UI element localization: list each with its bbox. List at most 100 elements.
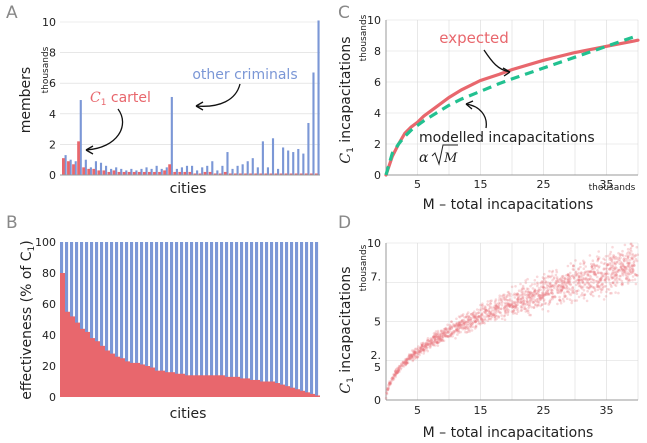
panel-d-scatter-point [469,324,473,328]
panel-d-scatter-point [578,284,582,288]
panel-d-scatter-point [517,298,520,302]
panel-d-scatter-point [448,330,451,333]
panel-d-scatter-point [623,266,626,269]
panel-d-scatter-point [545,283,549,287]
panel-a-bar-other [317,20,320,175]
panel-d-scatter-point [611,281,615,285]
panel-d-scatter-point [467,315,471,319]
panel-c-x-label: M – total incapacitations [423,197,594,213]
panel-d-scatter-point [541,276,545,279]
panel-d-scatter-point [395,371,398,375]
panel-b-bar-other [270,242,274,397]
panel-d-scatter-point [606,263,609,266]
panel-d-scatter-point [478,322,482,326]
panel-d-scatter-point [596,275,599,279]
panel-d-scatter-point [389,379,393,383]
panel-d-scatter-point [438,335,442,339]
panel-d-scatter-point [423,342,427,346]
panel-b-bar-cartel [75,322,80,397]
panel-d-scatter-point [599,277,602,281]
panel-d-scatter-point [593,264,597,267]
panel-d-scatter-point [574,280,578,283]
panel-d-scatter-point [457,323,461,326]
panel-d-scatter-point [543,293,547,297]
panel-d-scatter-point [614,277,617,281]
panel-d-scatter-point [396,370,400,373]
panel-b-bar-other [205,242,209,397]
panel-a-bar-other [201,167,204,175]
panel-d-scatter-point [543,302,546,306]
panel-d-scatter-point [613,267,617,271]
panel-d-scatter-point [469,312,473,316]
panel-d-scatter-point [586,289,589,293]
panel-d-scatter-point [610,276,614,279]
panel-d-scatter-point [510,285,514,289]
panel-d-scatter-point [398,366,401,370]
panel-d-scatter-point [561,285,565,288]
panel-d-scatter-point [613,261,617,264]
panel-d-scatter-point [558,286,562,290]
panel-d-scatter-point [495,307,499,311]
panel-d-scatter-point [499,311,502,314]
panel-d-scatter-point [608,262,611,265]
panel-d-scatter-point [602,262,606,266]
panel-d-scatter-point [521,295,525,298]
panel-d-x-tick: 35 [600,404,614,417]
panel-a-cartel-arrowhead [85,145,94,155]
panel-d-scatter-point [525,299,529,303]
panel-b-bar-cartel [195,375,200,397]
panel-d-scatter-point [490,316,493,319]
panel-b-bar-cartel [185,375,190,397]
panel-d-scatter-point [610,272,614,276]
panel-d-scatter-point [597,266,600,269]
panel-b-bar-other [185,242,189,397]
panel-d-scatter-point [521,290,524,294]
panel-d-scatter-point [407,355,410,359]
panel-b-bar-cartel [210,375,215,397]
panel-d-scatter-point [430,339,434,342]
panel-b-bar-other [280,242,284,397]
panel-d-scatter-point [538,294,541,297]
panel-d-scatter-point [452,324,456,327]
panel-d-scatter-point [402,362,406,365]
panel-d-scatter-point [417,352,420,356]
panel-d-scatter-point [431,336,435,339]
panel-d-scatter-point [599,290,603,294]
panel-d-scatter-point [520,305,524,309]
panel-a-bar-other [150,168,153,175]
panel-d-scatter-point [564,294,568,298]
panel-d-scatter-point [458,315,462,319]
panel-d-letter: D [338,213,351,233]
panel-d-scatter-point [503,314,507,317]
panel-d-scatter-point [562,287,565,290]
panel-d-scatter-point [620,267,624,271]
panel-d-scatter-point [460,320,464,323]
panel-d-scatter-point [628,268,631,272]
panel-d-scatter-point [604,254,608,258]
panel-d-scatter-point [443,334,447,338]
panel-d-scatter-point [580,274,584,277]
panel-d-scatter-point [631,268,635,271]
panel-d-scatter-point [413,351,416,355]
panel-d-scatter-point [512,309,515,313]
panel-d-scatter-point [458,322,462,325]
panel-d-scatter-point [445,334,449,338]
panel-d-scatter-point [492,311,496,315]
panel-d-scatter-point [486,300,490,303]
panel-d-scatter-point [399,364,403,368]
panel-d-scatter-point [486,315,490,318]
panel-d-scatter-point [441,335,445,338]
panel-d-scatter-point [601,285,605,288]
panel-d-scatter-point [519,297,522,301]
panel-d-scatter-point [559,301,563,305]
panel-d-scatter-point [488,317,491,321]
panel-d-scatter-point [432,343,435,347]
panel-d-scatter-point [419,348,422,352]
panel-d-scatter-point [626,254,630,258]
panel-d-scatter-point [582,273,586,277]
panel-d-scatter-point [481,307,485,310]
panel-d-scatter-point [529,313,532,317]
panel-d-scatter-point [464,315,468,319]
panel-b-bar-cartel [290,387,295,397]
panel-d-scatter-point [606,275,610,279]
